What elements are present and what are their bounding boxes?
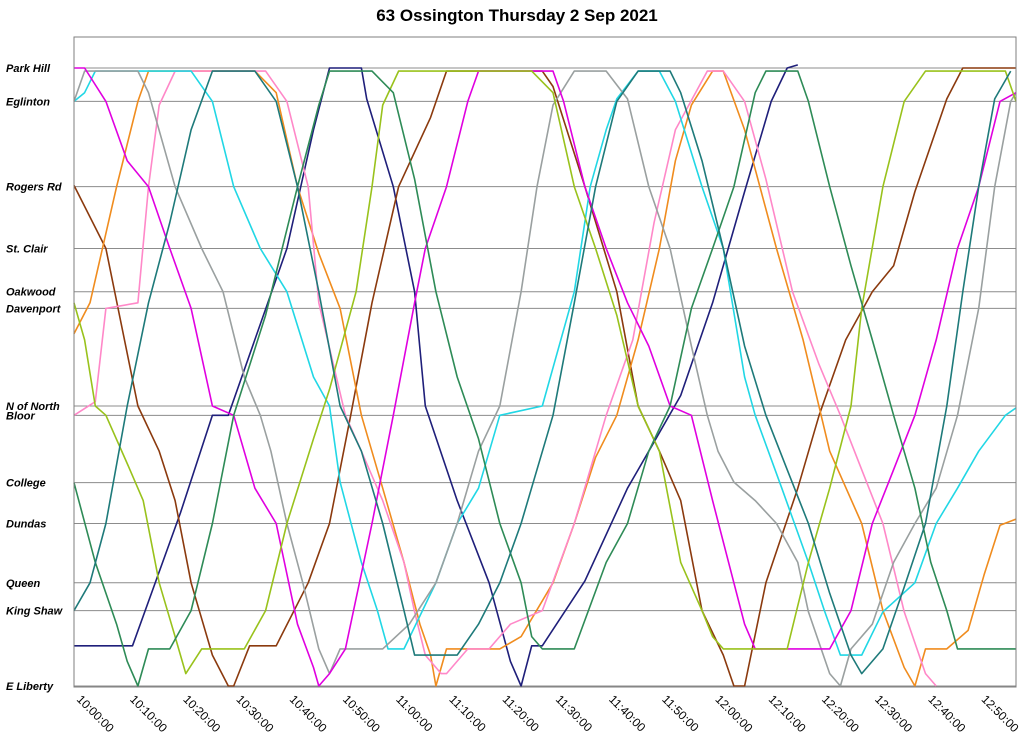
chart-title: 63 Ossington Thursday 2 Sep 2021 [376,6,658,25]
stop-label: Rogers Rd [6,182,62,194]
x-tick-label: 12:30:00 [872,692,915,735]
trip-line-3 [73,70,1017,687]
stop-label: Eglinton [6,96,50,108]
x-tick-label: 11:30:00 [553,692,596,735]
trip-line-6 [73,70,1017,687]
stop-label: E Liberty [6,681,54,693]
trip-line-10 [73,70,1012,675]
stop-label: King Shaw [6,606,64,618]
stop-label: N of North [6,401,60,413]
x-tick-label: 12:40:00 [925,692,968,735]
stop-label: St. Clair [6,243,48,255]
stop-label: College [6,478,46,490]
x-tick-label: 10:50:00 [340,692,383,735]
stop-label: Dundas [6,518,46,530]
x-tick-label: 11:50:00 [659,692,702,735]
plot-frame [73,36,1017,688]
x-tick-label: 10:00:00 [74,692,117,735]
stop-label: Park Hill [6,63,51,75]
x-tick-label: 11:40:00 [606,692,649,735]
x-tick-label: 10:10:00 [127,692,170,735]
trip-line-7 [74,67,1017,687]
stop-label: Davenport [6,303,62,315]
stop-label: Bloor [6,410,35,422]
trip-lines [73,64,1017,687]
trip-line-2 [73,67,1016,687]
x-tick-label: 11:00:00 [393,692,436,735]
x-tick-label: 12:10:00 [766,692,809,735]
stop-gridlines [74,67,1016,687]
x-tick-label: 12:20:00 [819,692,862,735]
x-tick-label: 10:30:00 [234,692,277,735]
trip-line-8 [73,70,1017,675]
stop-label: Queen [6,578,41,590]
trip-line-9 [73,70,1016,687]
x-tick-label: 12:00:00 [713,692,756,735]
x-tick-label: 11:20:00 [500,692,543,735]
time-tick-labels: 10:00:00 10:10:00 10:20:00 10:30:00 10:40:00… [74,692,1022,735]
stop-labels: Park Hill Eglinton Rogers Rd St. Clair Oakwo… [6,63,64,693]
stop-label: Oakwood [6,287,56,299]
x-tick-label: 10:20:00 [180,692,223,735]
x-tick-label: 12:50:00 [979,692,1022,735]
x-tick-label: 11:10:00 [446,692,489,735]
trip-line-1 [74,64,799,687]
trip-line-5 [73,70,1017,656]
x-tick-label: 10:40:00 [287,692,330,735]
